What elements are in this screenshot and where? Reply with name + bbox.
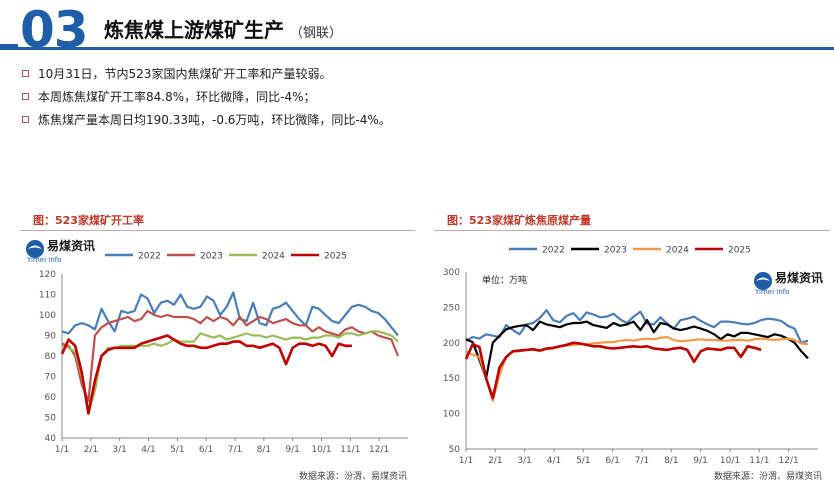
y-tick-label: 70 [45,373,57,383]
y-tick-label: 40 [45,434,57,444]
y-tick-label: 250 [443,303,460,313]
page-subtitle: （钢联） [290,26,343,41]
bullet-item: 本周炼焦煤矿开工率84.8%，环比微降，同比-4%； [22,85,391,108]
x-tick-label: 1/1 [459,456,473,466]
chart-panel-output: 图：523家煤矿炼焦原煤产量 2022 2023 2024 2025 50 100 150 2… [434,205,830,483]
y-tick-label: 80 [45,352,57,362]
x-tick-label: 7/1 [228,445,242,455]
chart-operating-rate: 2022 2023 2024 2025 40 50 60 70 80 90 100 110 120 1/1… [26,238,408,455]
page-title-text: 炼焦煤上游煤矿生产 [104,18,284,42]
series-line-2023 [465,318,809,380]
logo-text: 易煤资讯 [47,238,95,253]
x-tick-label: 6/1 [605,456,619,466]
x-tick-label: 10/1 [311,445,331,455]
x-tick-label: 10/1 [720,456,740,466]
legend-label: 2022 [138,252,161,262]
x-tick-label: 8/1 [257,445,271,455]
x-tick-label: 2/1 [488,456,502,466]
section-number: 03 [20,1,89,59]
chart-source: 数据来源：汾渭、易煤资讯 [713,472,822,482]
x-tick-label: 4/1 [547,456,561,466]
y-tick-label: 90 [45,332,57,342]
logo-text: 易煤资讯 [775,270,823,285]
logo-globe-icon [754,272,772,290]
bullet-text: 10月31日，节内523家国内焦煤矿开工率和产量较弱。 [38,67,332,81]
y-tick-label: 50 [45,414,57,424]
x-tick-label: 5/1 [576,456,590,466]
x-tick-label: 11/1 [340,445,360,455]
y-tick-label: 50 [449,445,461,455]
logo-globe-icon [26,240,44,258]
chart-title-rule [20,230,415,231]
chart-title: 图：523家煤矿炼焦原煤产量 [447,214,591,227]
x-tick-label: 6/1 [199,445,213,455]
x-tick-label: 12/1 [369,445,389,455]
x-tick-label: 7/1 [635,456,649,466]
x-tick-label: 12/1 [779,456,799,466]
legend-label: 2022 [542,246,565,256]
x-tick-label: 5/1 [170,445,184,455]
bullet-square-icon [22,70,29,77]
legend-label: 2023 [200,252,223,262]
page-title: 炼焦煤上游煤矿生产 （钢联） [104,14,342,43]
x-tick-label: 1/1 [55,445,69,455]
bullet-item: 10月31日，节内523家国内焦煤矿开工率和产量较弱。 [22,62,391,85]
bullet-square-icon [22,116,29,123]
yimei-logo: 易煤资讯 Yimei Info [26,238,95,264]
y-tick-label: 60 [45,393,57,403]
series-line-2025 [464,341,762,400]
y-tick-label: 100 [443,410,460,420]
yimei-logo: 易煤资讯 Yimei Info [754,270,823,296]
header-divider [0,47,834,50]
series-line-2023 [61,309,400,403]
x-tick-label: 3/1 [112,445,126,455]
y-tick-label: 110 [39,291,56,301]
bullet-square-icon [22,93,29,100]
chart-coal-output: 2022 2023 2024 2025 50 100 150 200 250 300 1/1 2/1 3… [443,246,823,467]
chart-panel-operating-rate: 图：523家煤矿开工率 2022 2023 2024 2025 40 50 60 70 80 90… [20,205,415,483]
chart-title: 图：523家煤矿开工率 [33,214,144,227]
bullet-list: 10月31日，节内523家国内焦煤矿开工率和产量较弱。 本周炼焦煤矿开工率84.… [22,62,391,131]
legend-label: 2025 [324,252,347,262]
legend-label: 2024 [262,252,285,262]
bullet-item: 炼焦煤产量本周日均190.33吨，-0.6万吨，环比微降，同比-4%。 [22,108,391,131]
series-line-2025 [60,334,352,415]
series-line-2022 [465,309,809,344]
x-tick-label: 9/1 [285,445,299,455]
legend-label: 2023 [604,246,627,256]
chart-title-rule [434,230,830,231]
x-tick-label: 8/1 [664,456,678,466]
x-tick-label: 11/1 [749,456,769,466]
y-tick-label: 200 [443,339,460,349]
chart-source: 数据来源：汾渭、易煤资讯 [298,472,407,482]
logo-swoosh-icon [756,277,770,281]
x-tick-label: 4/1 [141,445,155,455]
x-tick-label: 3/1 [517,456,531,466]
y-tick-label: 150 [443,374,460,384]
x-tick-label: 2/1 [84,445,98,455]
bullet-text: 炼焦煤产量本周日均190.33吨，-0.6万吨，环比微降，同比-4%。 [38,113,391,127]
y-tick-label: 300 [443,268,460,278]
legend-label: 2025 [728,246,751,256]
bullet-text: 本周炼焦煤矿开工率84.8%，环比微降，同比-4%； [38,90,316,104]
x-tick-label: 9/1 [693,456,707,466]
y-tick-label: 120 [39,270,56,280]
y-tick-label: 100 [39,311,56,321]
legend-label: 2024 [666,246,689,256]
logo-subtext: Yimei Info [754,288,790,296]
logo-subtext: Yimei Info [26,256,62,264]
logo-swoosh-icon [28,245,42,249]
unit-label: 单位：万吨 [482,274,527,286]
